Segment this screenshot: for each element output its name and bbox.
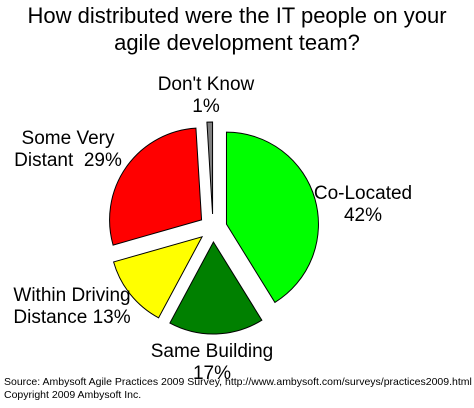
- footer-source: Source: Ambysoft Agile Practices 2009 Su…: [4, 376, 472, 388]
- label-same-building: Same Building 17%: [137, 341, 287, 385]
- label-within-driving-line-1: Within Driving: [13, 285, 131, 306]
- pie-slice-don-t-know: [206, 121, 214, 215]
- label-same-building-name: Same Building: [150, 341, 274, 362]
- label-some-very-distant-line-1: Some Very: [21, 128, 115, 149]
- label-dont-know-pct: 1%: [192, 96, 220, 117]
- pie-slice-within-driving-distance: [112, 235, 204, 319]
- footer-copyright: Copyright 2009 Ambysoft Inc.: [4, 389, 142, 401]
- pie-slice-co-located: [225, 131, 319, 304]
- pie-slice-some-very-distant: [109, 127, 203, 246]
- label-dont-know: Don't Know 1%: [150, 74, 262, 118]
- label-co-located-name: Co-Located: [313, 183, 413, 204]
- label-co-located: Co-Located 42%: [304, 183, 422, 227]
- label-some-very-distant-line-2: Distant 29%: [14, 150, 122, 171]
- footer: Source: Ambysoft Agile Practices 2009 Su…: [4, 376, 474, 402]
- chart-title: How distributed were the IT people on yo…: [0, 2, 474, 56]
- label-within-driving-distance: Within Driving Distance 13%: [2, 285, 142, 329]
- label-same-building-pct: 17%: [192, 363, 232, 384]
- label-dont-know-name: Don't Know: [157, 74, 255, 95]
- label-within-driving-line-2: Distance 13%: [13, 307, 131, 328]
- pie-slice-same-building: [169, 240, 263, 335]
- label-some-very-distant: Some Very Distant 29%: [8, 128, 128, 172]
- chart-title-line-1: How distributed were the IT people on yo…: [27, 3, 447, 28]
- label-co-located-pct: 42%: [343, 205, 383, 226]
- chart-title-line-2: agile development team?: [114, 30, 360, 55]
